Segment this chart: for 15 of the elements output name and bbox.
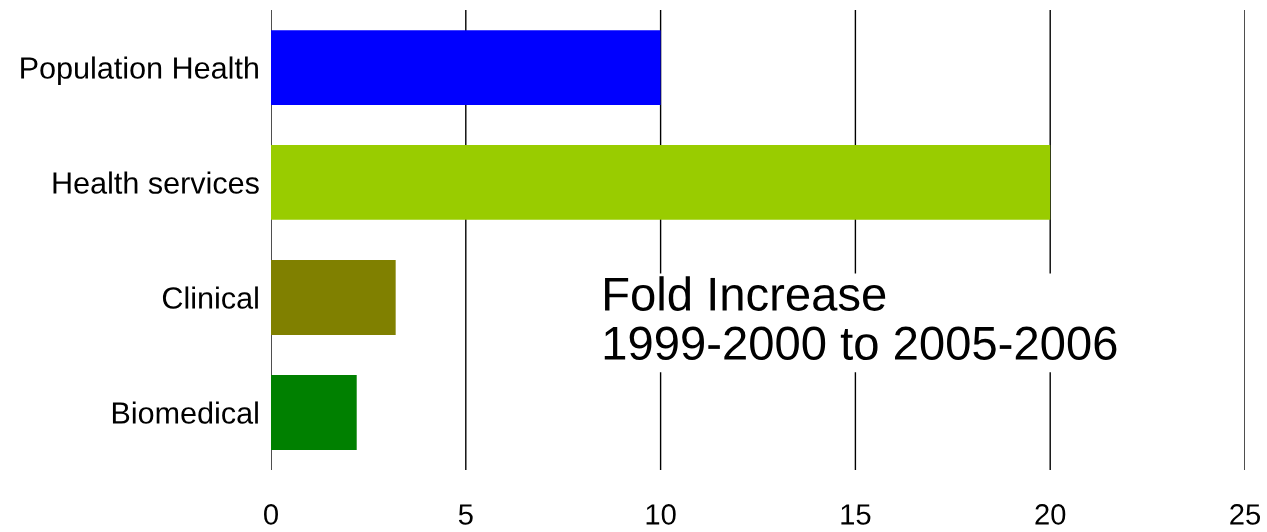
y-tick-label: Population Health: [21, 56, 258, 85]
x-tick-label: 0: [264, 504, 278, 525]
x-tick-label: 10: [646, 504, 676, 525]
y-tick-label: Health services: [53, 171, 259, 194]
x-tick-label: 25: [1230, 504, 1260, 525]
bar: [271, 145, 1051, 220]
annotation: Fold Increase 1999-2000 to 2005-2006: [604, 276, 1117, 361]
x-tick-label: 5: [458, 504, 473, 525]
bar: [271, 375, 357, 450]
y-tick-label: Biomedical: [112, 401, 258, 424]
y-tick-label: Clinical: [162, 286, 258, 309]
bar: [271, 30, 661, 105]
x-tick-label: 20: [1035, 504, 1066, 525]
x-tick-label: 15: [841, 504, 871, 525]
bar: [271, 260, 396, 335]
